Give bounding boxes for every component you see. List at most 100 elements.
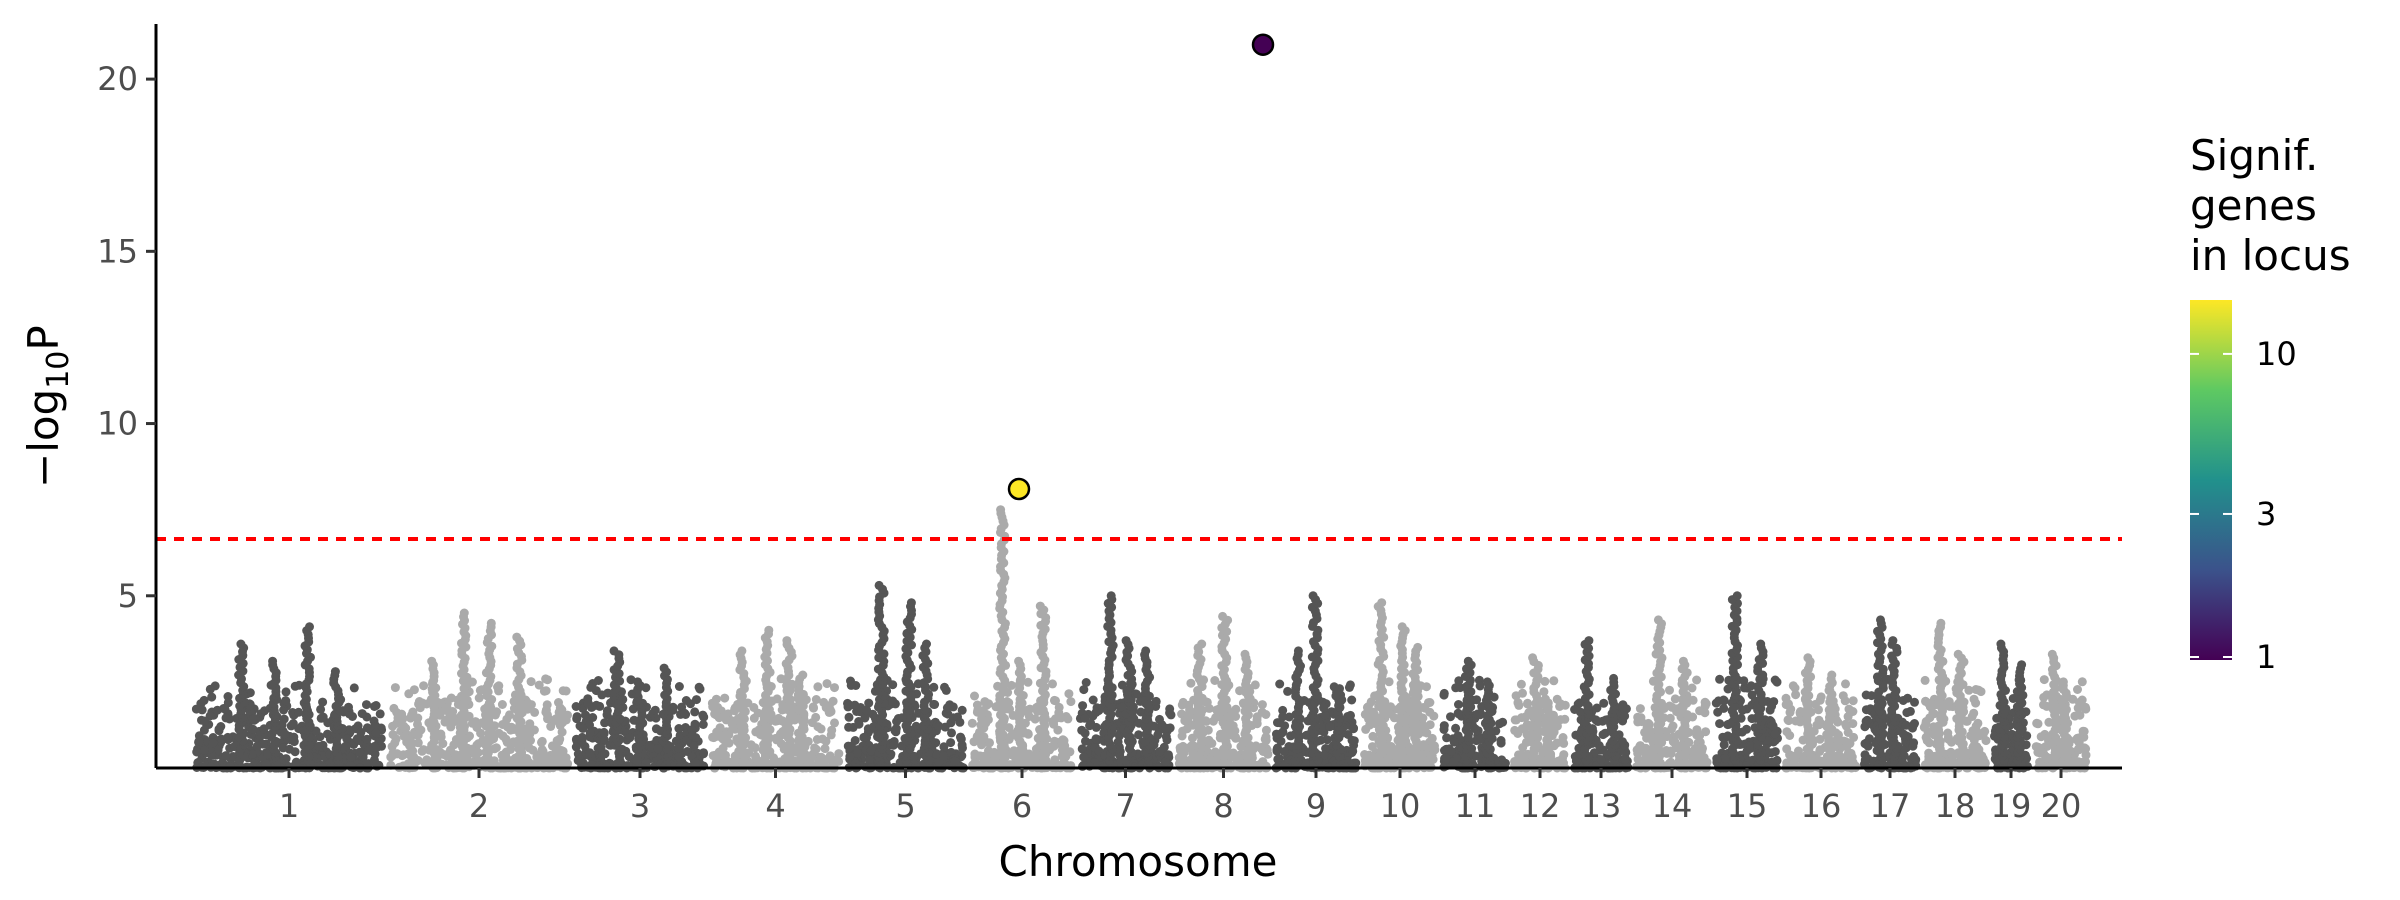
snp-point xyxy=(558,686,568,696)
snp-point xyxy=(497,700,507,709)
snp-point xyxy=(1228,748,1238,758)
snp-point xyxy=(1732,591,1742,601)
snp-point xyxy=(289,734,298,744)
snp-point xyxy=(1558,733,1568,742)
snp-point xyxy=(1283,686,1293,696)
snp-point xyxy=(809,703,818,713)
snp-point xyxy=(1513,698,1523,708)
snp-point xyxy=(583,698,593,708)
snp-point xyxy=(1377,598,1387,608)
snp-point xyxy=(1057,751,1067,761)
snp-point xyxy=(364,745,374,755)
snp-point xyxy=(1715,719,1725,729)
snp-point xyxy=(526,736,535,745)
snp-point xyxy=(524,743,534,753)
snp-point xyxy=(1261,725,1271,735)
snp-point xyxy=(318,712,328,722)
snp-point xyxy=(687,731,697,740)
snp-point xyxy=(1035,601,1045,611)
snp-point xyxy=(1155,714,1164,724)
snp-point xyxy=(1184,700,1194,710)
snp-point xyxy=(996,505,1006,515)
snp-point xyxy=(1712,754,1722,764)
snp-point xyxy=(1361,724,1371,734)
snp-point xyxy=(1439,725,1449,734)
snp-point xyxy=(753,708,763,718)
snp-point xyxy=(1496,738,1506,748)
snp-point xyxy=(344,702,353,712)
snp-point xyxy=(854,719,864,729)
snp-point xyxy=(1620,755,1630,764)
snp-point xyxy=(1197,639,1207,649)
chromosome-2-points xyxy=(386,608,573,773)
snp-point xyxy=(208,738,218,748)
snp-point xyxy=(534,680,544,690)
snp-point xyxy=(530,707,540,717)
snp-point xyxy=(551,714,561,724)
snp-point xyxy=(571,742,581,752)
snp-point xyxy=(775,757,785,767)
snp-point xyxy=(599,727,609,737)
snp-point xyxy=(1275,679,1285,689)
snp-point xyxy=(1319,703,1329,713)
snp-point xyxy=(1007,680,1016,690)
snp-point xyxy=(406,713,416,723)
snp-point xyxy=(1141,646,1151,656)
snp-point xyxy=(906,598,916,608)
snp-point xyxy=(427,656,437,666)
snp-point xyxy=(408,738,418,748)
snp-point xyxy=(711,706,720,716)
snp-point xyxy=(355,747,364,757)
snp-point xyxy=(542,700,552,710)
snp-point xyxy=(862,705,872,715)
snp-point xyxy=(1260,734,1270,744)
snp-point xyxy=(699,748,708,758)
snp-point xyxy=(248,714,258,724)
snp-point xyxy=(1439,688,1449,698)
snp-point xyxy=(375,709,385,719)
snp-point xyxy=(866,746,876,756)
snp-point xyxy=(1023,677,1033,687)
chromosome-12-points xyxy=(1510,653,1570,773)
snp-point xyxy=(674,743,684,753)
snp-point xyxy=(220,704,230,714)
snp-point xyxy=(556,746,566,755)
snp-point xyxy=(1454,709,1464,719)
snp-point xyxy=(438,739,448,749)
snp-point xyxy=(955,717,965,727)
snp-point xyxy=(1635,704,1645,714)
snp-point xyxy=(764,625,774,635)
chromosome-14-points xyxy=(1632,615,1712,773)
chromosome-15-points xyxy=(1711,591,1782,773)
snp-point xyxy=(316,704,326,714)
snp-point xyxy=(1560,700,1570,710)
snp-point xyxy=(720,693,730,703)
snp-point xyxy=(1633,749,1643,758)
snp-point xyxy=(845,752,855,761)
snp-point xyxy=(1066,697,1076,707)
snp-point xyxy=(1079,685,1089,695)
snp-point xyxy=(1346,710,1355,720)
snp-point xyxy=(1473,709,1483,719)
snp-point xyxy=(342,734,352,744)
snp-point xyxy=(543,675,552,685)
snp-point xyxy=(1272,729,1281,739)
snp-point xyxy=(261,759,271,769)
chromosome-5-points xyxy=(843,580,968,773)
snp-point xyxy=(1549,676,1559,686)
snp-point xyxy=(349,683,359,693)
snp-point xyxy=(1641,755,1651,765)
snp-point xyxy=(248,724,258,734)
snp-point xyxy=(525,719,535,729)
snp-point xyxy=(1051,696,1060,706)
snp-point xyxy=(810,743,820,753)
snp-point xyxy=(470,749,480,759)
snp-point xyxy=(958,743,967,753)
snp-point xyxy=(1161,723,1171,733)
snp-point xyxy=(1429,711,1439,721)
snp-point xyxy=(404,689,414,699)
snp-point xyxy=(1275,718,1285,728)
snp-point xyxy=(947,728,956,738)
snp-point xyxy=(279,705,289,715)
snp-point xyxy=(597,690,607,700)
